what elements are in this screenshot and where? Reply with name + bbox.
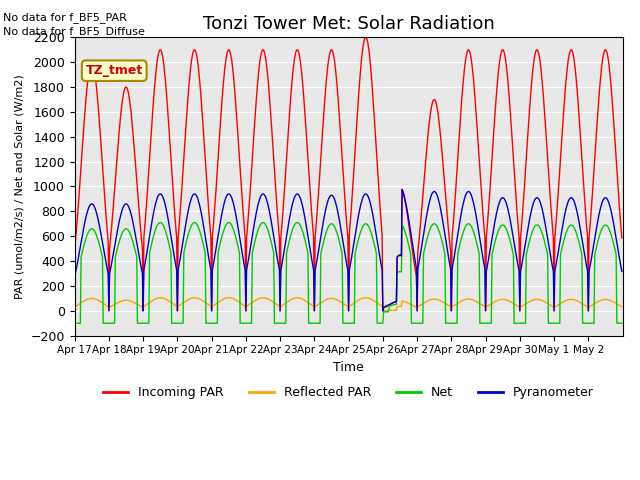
Legend: Incoming PAR, Reflected PAR, Net, Pyranometer: Incoming PAR, Reflected PAR, Net, Pyrano… [98, 381, 599, 404]
Title: Tonzi Tower Met: Solar Radiation: Tonzi Tower Met: Solar Radiation [203, 15, 495, 33]
Text: No data for f_BF5_PAR: No data for f_BF5_PAR [3, 12, 127, 23]
Text: TZ_tmet: TZ_tmet [86, 64, 143, 77]
X-axis label: Time: Time [333, 361, 364, 374]
Text: No data for f_BF5_Diffuse: No data for f_BF5_Diffuse [3, 26, 145, 37]
Y-axis label: PAR (umol/m2/s) / Net and Solar (W/m2): PAR (umol/m2/s) / Net and Solar (W/m2) [15, 74, 25, 299]
